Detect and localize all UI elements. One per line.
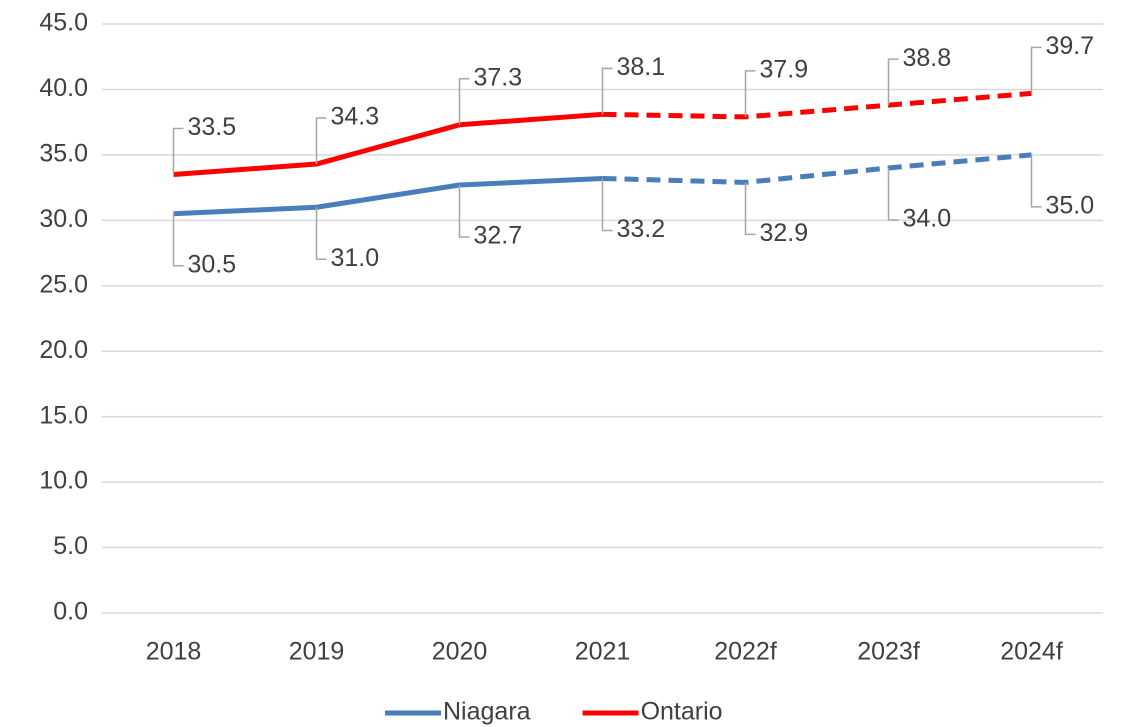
legend-label: Ontario <box>641 698 723 726</box>
data-label: 34.0 <box>903 205 952 233</box>
y-tick-label: 20.0 <box>39 336 88 364</box>
leader-line <box>744 70 756 117</box>
x-tick-label: 2022f <box>714 638 777 666</box>
data-label: 37.3 <box>474 63 523 91</box>
y-tick-label: 15.0 <box>39 401 88 429</box>
leader-line <box>315 207 327 260</box>
leader-line <box>887 167 899 221</box>
series-line <box>173 111 603 178</box>
legend-label: Niagara <box>443 698 531 726</box>
y-tick-label: 5.0 <box>53 532 88 560</box>
data-label: 33.5 <box>188 113 237 141</box>
data-label: 32.9 <box>760 219 809 247</box>
leader-line <box>601 67 613 115</box>
y-tick-label: 45.0 <box>39 9 88 37</box>
data-label: 33.2 <box>617 215 666 243</box>
y-tick-label: 35.0 <box>39 139 88 167</box>
y-tick-label: 40.0 <box>39 74 88 102</box>
y-tick-label: 10.0 <box>39 467 88 495</box>
leader-line <box>315 117 327 165</box>
leader-line <box>458 184 470 238</box>
series-line <box>602 90 1032 120</box>
data-label: 34.3 <box>331 103 380 131</box>
data-label: 32.7 <box>474 222 523 250</box>
y-tick-label: 0.0 <box>53 598 88 626</box>
x-tick-label: 2024f <box>1000 638 1063 666</box>
x-tick-label: 2018 <box>146 638 202 666</box>
series-line <box>602 152 1032 185</box>
data-label: 31.0 <box>331 244 380 272</box>
leader-line <box>887 58 899 106</box>
y-tick-label: 30.0 <box>39 205 88 233</box>
leader-line <box>1030 154 1042 208</box>
x-tick-label: 2023f <box>857 638 920 666</box>
leader-line <box>172 213 184 267</box>
leader-line <box>744 182 756 236</box>
data-label: 35.0 <box>1046 191 1095 219</box>
data-label: 38.8 <box>903 44 952 72</box>
leader-line <box>458 78 470 125</box>
data-label: 39.7 <box>1046 32 1095 60</box>
x-tick-label: 2019 <box>289 638 345 666</box>
leader-line <box>1030 46 1042 94</box>
leader-line <box>601 178 613 232</box>
leader-line <box>172 127 184 175</box>
x-tick-label: 2020 <box>432 638 488 666</box>
series-line <box>173 175 603 217</box>
data-label: 38.1 <box>617 53 666 81</box>
data-label: 30.5 <box>188 250 237 278</box>
y-tick-label: 25.0 <box>39 270 88 298</box>
x-tick-label: 2021 <box>575 638 631 666</box>
data-label: 37.9 <box>760 56 809 84</box>
